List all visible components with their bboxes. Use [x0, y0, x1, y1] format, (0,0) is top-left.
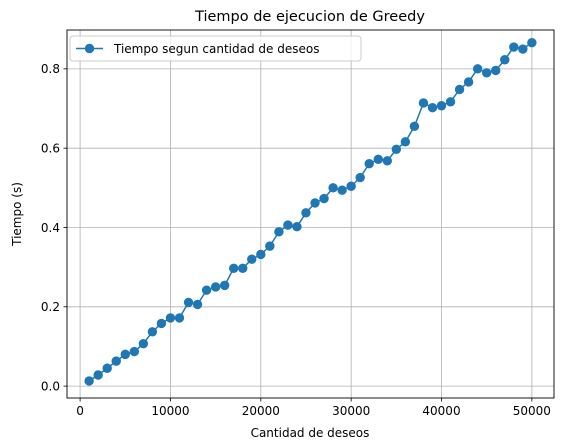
data-point [391, 144, 402, 155]
data-point [93, 370, 103, 380]
x-tick-label: 20000 [242, 404, 280, 418]
y-axis: 0.0 0.2 0.4 0.6 0.8 [41, 62, 67, 393]
data-point [436, 101, 447, 111]
data-point [463, 77, 474, 87]
chart-title: Tiempo de ejecucion de Greedy [194, 9, 425, 25]
y-tick-label: 0.4 [41, 221, 60, 235]
legend: Tiempo segun cantidad de deseos [69, 35, 362, 62]
data-point [138, 338, 149, 349]
data-point [310, 198, 320, 208]
data-point [120, 349, 130, 360]
data-point [283, 220, 293, 230]
data-point [147, 327, 158, 337]
y-tick-label: 0.8 [41, 62, 60, 76]
data-point [373, 154, 383, 164]
data-point [445, 97, 456, 107]
data-point [418, 98, 429, 108]
data-point [274, 227, 284, 237]
x-axis-label: Cantidad de deseos [251, 426, 370, 440]
data-point [156, 318, 167, 329]
y-tick-label: 0.0 [41, 379, 60, 393]
series-layer [84, 37, 537, 386]
data-point [174, 313, 185, 323]
data-point [454, 84, 465, 95]
data-point [201, 285, 212, 295]
legend-marker-swatch [84, 43, 95, 54]
data-point [346, 181, 356, 191]
data-point [265, 241, 275, 251]
data-point [183, 297, 194, 308]
legend-entry-label: Tiempo segun cantidad de deseos [113, 42, 319, 56]
data-point [192, 299, 203, 310]
data-point [238, 263, 248, 274]
plot-area-frame [66, 29, 555, 399]
data-point [319, 193, 329, 204]
x-tick-label: 30000 [332, 404, 370, 418]
data-point [518, 44, 528, 54]
y-axis-label: Tiempo (s) [10, 182, 24, 247]
data-point [256, 249, 266, 260]
data-point [409, 121, 420, 132]
data-point [247, 254, 257, 264]
data-point [328, 183, 338, 193]
data-point [210, 282, 221, 292]
x-axis: 0 10000 20000 30000 40000 50000 [76, 398, 551, 418]
x-tick-label: 10000 [151, 404, 189, 418]
data-point [102, 363, 112, 373]
y-tick-label: 0.6 [41, 141, 60, 155]
data-point [219, 280, 230, 291]
data-point [165, 313, 176, 323]
data-point [111, 356, 121, 366]
data-point [382, 156, 392, 166]
data-point [301, 208, 311, 218]
data-point [427, 103, 438, 113]
data-point [292, 221, 302, 232]
y-tick-label: 0.2 [41, 300, 60, 314]
data-point [481, 68, 492, 78]
data-point [527, 37, 537, 48]
data-point [491, 65, 501, 76]
data-point [355, 172, 365, 183]
data-point [500, 55, 510, 65]
data-point [472, 64, 483, 74]
grid [67, 30, 554, 398]
legend-box [69, 35, 362, 62]
x-tick-label: 40000 [422, 404, 460, 418]
x-tick-label: 50000 [513, 404, 551, 418]
data-point [84, 376, 94, 386]
data-point [509, 42, 519, 52]
data-point [337, 185, 347, 195]
data-point [364, 158, 374, 169]
x-tick-label: 0 [76, 404, 84, 418]
data-point [129, 346, 140, 357]
data-point [229, 263, 239, 274]
data-point [400, 137, 411, 147]
